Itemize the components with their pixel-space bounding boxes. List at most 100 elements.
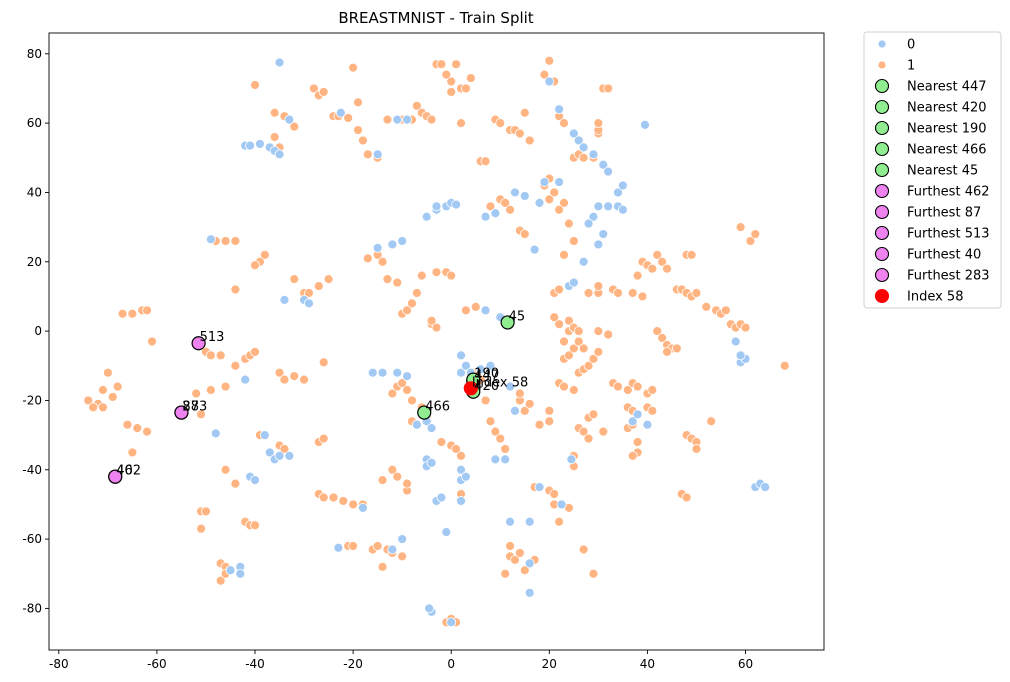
point-class-0: [333, 542, 344, 553]
point-class-1: [274, 367, 285, 378]
point-class-0: [583, 218, 594, 229]
point-class-1: [402, 385, 412, 395]
point-class-1: [382, 114, 393, 125]
point-class-1: [220, 236, 231, 246]
x-axis: -80 -60 -40 -20 0 20 40 60: [49, 650, 753, 671]
y-axis: -80 -60 -40 -20 0 20 40 60 80: [22, 47, 49, 615]
point-class-0: [588, 211, 599, 222]
point-class-1: [519, 107, 530, 118]
plot-frame: [48, 32, 825, 651]
point-class-1: [559, 197, 569, 208]
furthest-point-40: [108, 469, 123, 484]
x-tick-label: -80: [49, 657, 69, 671]
x-tick-label: -60: [147, 657, 167, 671]
point-class-0: [335, 107, 346, 118]
point-class-0: [475, 364, 486, 375]
point-class-1: [568, 385, 579, 395]
point-class-1: [686, 249, 697, 260]
y-tick-label: 60: [27, 116, 42, 130]
point-class-1: [269, 132, 280, 142]
y-tick-label: -60: [22, 532, 42, 546]
point-class-0: [424, 603, 435, 614]
legend-label-3: Nearest 447: [907, 80, 987, 95]
point-class-1: [387, 464, 398, 475]
point-class-0: [358, 502, 368, 513]
point-class-0: [490, 208, 501, 219]
point-class-0: [598, 229, 609, 239]
point-class-1: [98, 402, 108, 413]
x-tick-label: 20: [542, 657, 557, 671]
point-class-0: [387, 544, 398, 555]
point-class-0: [225, 565, 236, 576]
point-class-0: [426, 457, 437, 468]
point-class-0: [235, 568, 246, 579]
point-class-0: [456, 496, 466, 506]
point-class-1: [411, 100, 422, 111]
point-class-1: [250, 80, 260, 90]
point-class-1: [407, 395, 417, 406]
point-class-1: [519, 405, 530, 416]
point-class-0: [554, 177, 565, 187]
point-class-1: [313, 281, 324, 291]
point-class-1: [397, 551, 408, 562]
point-class-1: [652, 326, 663, 337]
point-class-1: [578, 544, 589, 555]
point-class-1: [382, 274, 393, 285]
nearest-label-45: 45: [509, 309, 526, 324]
point-class-1: [593, 118, 604, 129]
point-class-1: [392, 277, 403, 288]
point-class-1: [735, 222, 746, 233]
point-class-1: [431, 322, 442, 333]
point-class-1: [583, 288, 594, 298]
point-class-1: [250, 346, 260, 357]
point-class-1: [362, 253, 373, 264]
legend-marker-6: [874, 141, 890, 157]
point-class-1: [593, 281, 604, 291]
point-class-1: [500, 197, 511, 208]
point-class-1: [259, 249, 270, 260]
nearest-label-447: 447: [474, 368, 499, 383]
point-class-1: [348, 541, 359, 551]
point-class-1: [230, 236, 241, 246]
point-class-1: [485, 416, 496, 427]
index-point-58: [463, 381, 478, 396]
nearest-label-466: 466: [425, 400, 450, 415]
point-class-1: [514, 388, 525, 399]
point-class-0: [593, 239, 604, 250]
point-class-0: [593, 201, 604, 212]
point-class-1: [750, 229, 761, 239]
point-class-1: [220, 381, 231, 392]
point-class-0: [490, 454, 501, 465]
point-class-0: [274, 149, 285, 160]
point-class-1: [230, 284, 241, 295]
y-tick-label: 40: [27, 185, 42, 199]
nearest-point-45: [500, 315, 515, 330]
point-class-1: [691, 288, 702, 298]
point-class-0: [411, 419, 422, 430]
point-class-1: [343, 113, 354, 123]
point-class-1: [588, 568, 599, 579]
point-class-1: [514, 548, 525, 558]
point-class-1: [377, 561, 388, 572]
point-class-0: [397, 236, 408, 246]
point-class-1: [544, 55, 555, 66]
point-class-1: [627, 450, 638, 461]
x-tick-label: 60: [738, 657, 753, 671]
point-class-1: [426, 114, 437, 125]
point-class-1: [549, 489, 560, 499]
point-class-1: [132, 423, 143, 434]
legend-label-2: 1: [907, 59, 915, 74]
point-class-0: [259, 430, 270, 440]
point-class-0: [578, 256, 589, 267]
point-class-1: [559, 381, 569, 392]
point-class-1: [436, 59, 447, 70]
point-class-0: [372, 243, 383, 253]
point-class-1: [671, 343, 682, 354]
point-class-1: [205, 350, 216, 361]
point-class-0: [568, 128, 579, 139]
point-class-0: [556, 499, 567, 510]
point-class-1: [485, 201, 496, 212]
point-class-0: [456, 464, 466, 475]
highlight-points: [108, 315, 515, 484]
point-class-0: [524, 516, 535, 527]
